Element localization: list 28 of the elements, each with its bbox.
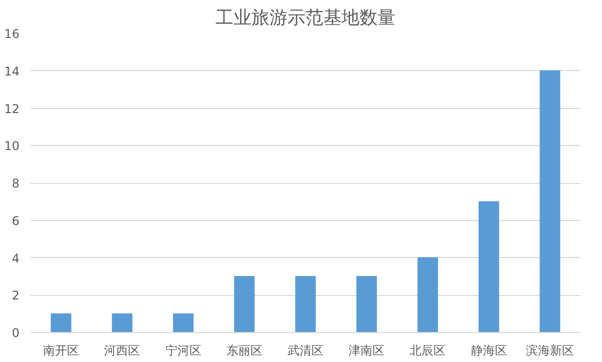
bar [112,313,132,332]
y-tick-label: 6 [12,214,20,228]
y-tick-label: 4 [12,251,20,266]
y-tick-label: 8 [12,176,20,190]
y-tick-label: 16 [4,27,20,41]
x-tick-label: 南开区 [43,344,80,358]
x-tick-label: 静海区 [470,344,507,358]
x-tick-label: 东丽区 [226,344,262,358]
x-tick-label: 宁河区 [165,344,202,358]
bar [234,276,255,332]
bar [417,257,438,332]
bar [295,276,316,332]
bar [356,276,377,332]
y-tick-label: 12 [4,102,20,116]
x-tick-label: 津南区 [348,344,385,358]
chart-title: 工业旅游示范基地数量 [216,8,396,28]
bar [173,313,194,332]
y-tick-label: 0 [12,326,20,340]
y-tick-label: 10 [4,139,20,154]
y-tick-label: 2 [12,288,20,303]
bar [540,70,560,332]
y-tick-label: 14 [4,64,20,78]
x-tick-label: 滨海新区 [526,344,574,358]
bar [478,201,500,332]
x-tick-label: 河西区 [104,344,140,358]
x-tick-label: 武清区 [288,344,324,358]
x-tick-label: 北辰区 [410,344,446,358]
bar [50,313,72,332]
